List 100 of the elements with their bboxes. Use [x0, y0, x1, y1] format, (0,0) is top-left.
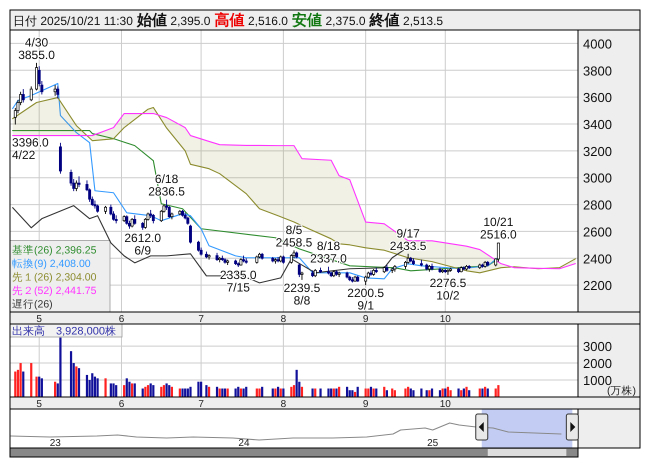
y-tick-label: 3400: [583, 117, 612, 132]
bar: [221, 388, 224, 397]
candlestick: [56, 86, 60, 99]
candlestick: [298, 263, 301, 278]
x-tick-label: 9: [362, 314, 369, 325]
annotation: 2239.5 8/8: [284, 280, 321, 308]
bar: [367, 388, 370, 397]
bar: [314, 388, 316, 397]
bar: [330, 388, 332, 397]
y-tick-label: 3600: [583, 90, 612, 106]
bar: [38, 376, 40, 397]
bar: [134, 383, 136, 397]
x-tick-label: 23: [50, 438, 62, 449]
bar: [486, 388, 489, 397]
bar: [348, 390, 351, 397]
bar: [126, 378, 128, 397]
bar: [460, 390, 462, 397]
candlestick: [197, 240, 200, 252]
x-tick-label: 5: [36, 314, 42, 325]
bar: [494, 388, 497, 397]
bar: [410, 388, 412, 397]
bar: [152, 385, 154, 397]
bar: [142, 388, 144, 397]
x-tick-label: 24: [238, 438, 250, 449]
bar: [272, 388, 274, 397]
bar: [115, 385, 118, 397]
y-tick-label: 4000: [583, 36, 612, 52]
candlestick: [54, 84, 57, 96]
y-tick-label: 2000: [583, 356, 612, 372]
candlestick: [35, 62, 38, 91]
y-tick-label: 3200: [583, 144, 612, 159]
text: 基準(26) 2,396.25: [12, 244, 97, 256]
candlestick: [152, 214, 155, 224]
bar: [150, 383, 152, 397]
bar: [426, 390, 428, 397]
candlestick: [130, 218, 134, 228]
text: 遅行(26): [12, 298, 53, 310]
x-tick-label: 25: [427, 438, 439, 449]
x-tick-label: 9: [362, 399, 369, 410]
bar: [391, 388, 394, 397]
bar: [332, 388, 335, 397]
candlestick: [290, 254, 293, 264]
text: 先２(52) 2,441.75: [12, 284, 97, 297]
candlestick: [78, 176, 80, 188]
bar: [256, 388, 258, 397]
bar: [70, 351, 72, 397]
bar: [30, 363, 32, 397]
x-tick-label: 8: [280, 314, 287, 325]
annotation: 3396.0 4/22: [12, 136, 50, 162]
y-tick-label: 3000: [583, 339, 612, 354]
candlestick: [74, 180, 78, 192]
bar: [59, 338, 62, 397]
text: 先１(26) 2,304.00: [12, 270, 97, 284]
annotation: 9/17 2433.5: [390, 226, 427, 253]
annotation: 4/30 3855.0: [18, 35, 56, 62]
bar: [197, 382, 200, 397]
annotation: 2612.0 6/9: [124, 230, 162, 258]
bar: [20, 363, 22, 397]
annotation: 2200.5 9/1: [347, 286, 384, 313]
x-tick-label: 7: [198, 314, 204, 325]
candlestick: [364, 275, 368, 286]
bar: [364, 388, 367, 397]
bar: [478, 388, 481, 397]
chart-title: 日付 2025/10/21 11:30 始値 2,395.0 高値 2,516.0 安値 2,375.0 終値 2,513.5: [13, 12, 444, 29]
bar: [444, 388, 446, 397]
bar: [14, 372, 16, 397]
bar: [290, 386, 292, 397]
bar: [22, 372, 24, 397]
bar: [54, 382, 56, 397]
bar: [218, 388, 221, 397]
candlestick: [189, 224, 192, 244]
text: 転換(9) 2,408.00: [12, 258, 91, 270]
bar: [184, 388, 186, 397]
bar: [160, 386, 162, 397]
bar: [245, 386, 248, 397]
annotation: 2276.5 10/2: [430, 276, 467, 302]
annotation: 10/21 2516.0: [480, 215, 518, 242]
x-tick-label: 5: [36, 399, 42, 410]
y-axis-title: (万株): [607, 384, 636, 397]
x-tick-label: 6: [118, 314, 125, 325]
bar: [91, 373, 94, 397]
bar: [128, 382, 131, 397]
y-tick-label: 2600: [583, 224, 612, 240]
bar: [468, 390, 470, 397]
chart-title: 出来高 3,928,000株: [12, 324, 116, 338]
bar: [186, 388, 189, 397]
bar: [356, 386, 359, 397]
x-tick-label: 8: [280, 399, 287, 410]
bar: [280, 388, 282, 397]
candlestick: [300, 271, 304, 280]
bar: [78, 368, 80, 397]
y-tick-label: 3000: [583, 170, 612, 186]
y-tick-label: 2800: [583, 198, 612, 213]
bar: [296, 370, 298, 397]
y-tick-label: 2200: [583, 278, 612, 294]
candlestick: [496, 242, 500, 262]
y-tick-label: 3800: [583, 63, 612, 78]
x-tick-label: 10: [440, 399, 452, 410]
bar: [375, 388, 378, 397]
x-tick-label: 6: [118, 399, 125, 410]
